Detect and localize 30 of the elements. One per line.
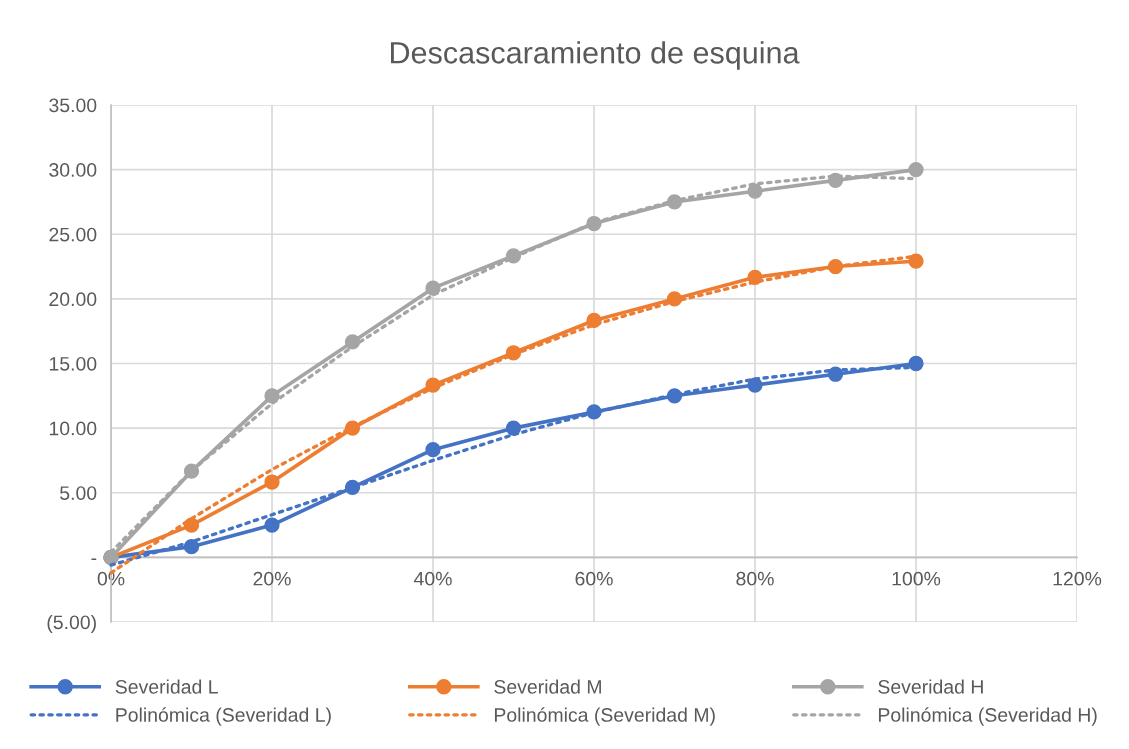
x-tick-label: 20% [253, 571, 291, 586]
y-tick-label: 15.00 [49, 356, 97, 371]
point [747, 183, 763, 199]
y-tick-label: 30.00 [49, 163, 97, 177]
legend-label: Severidad L [115, 679, 218, 694]
legend-label: Severidad M [494, 679, 601, 694]
legend-label: Polinómica (Severidad L) [116, 707, 331, 726]
y-tick-label: 5.00 [60, 486, 97, 500]
chart-title: Descascaramiento de esquina [391, 41, 800, 70]
point [264, 474, 280, 490]
y-tick-label: 35.00 [49, 98, 97, 113]
y-tick-label: - [91, 558, 97, 561]
x-tick-label: 40% [413, 571, 452, 586]
legend-label: Polinómica (Severidad H) [878, 707, 1097, 726]
legend-label: Severidad H [878, 679, 983, 694]
legend-label: Polinómica (Severidad M) [494, 707, 715, 726]
point [908, 355, 924, 372]
y-tick-label: 20.00 [49, 292, 97, 307]
point [425, 442, 441, 458]
x-tick-label: 120% [1053, 571, 1102, 586]
y-tick-label: 25.00 [49, 227, 97, 242]
x-tick-label: 0% [97, 571, 125, 586]
point [505, 420, 522, 436]
x-tick-label: 100% [892, 571, 941, 586]
y-tick-label: 10.00 [49, 421, 97, 436]
x-tick-label: 60% [575, 571, 613, 586]
point [908, 161, 924, 178]
point [264, 517, 280, 533]
x-tick-label: 80% [736, 571, 774, 586]
y-tick-label: (5.00) [47, 614, 96, 634]
